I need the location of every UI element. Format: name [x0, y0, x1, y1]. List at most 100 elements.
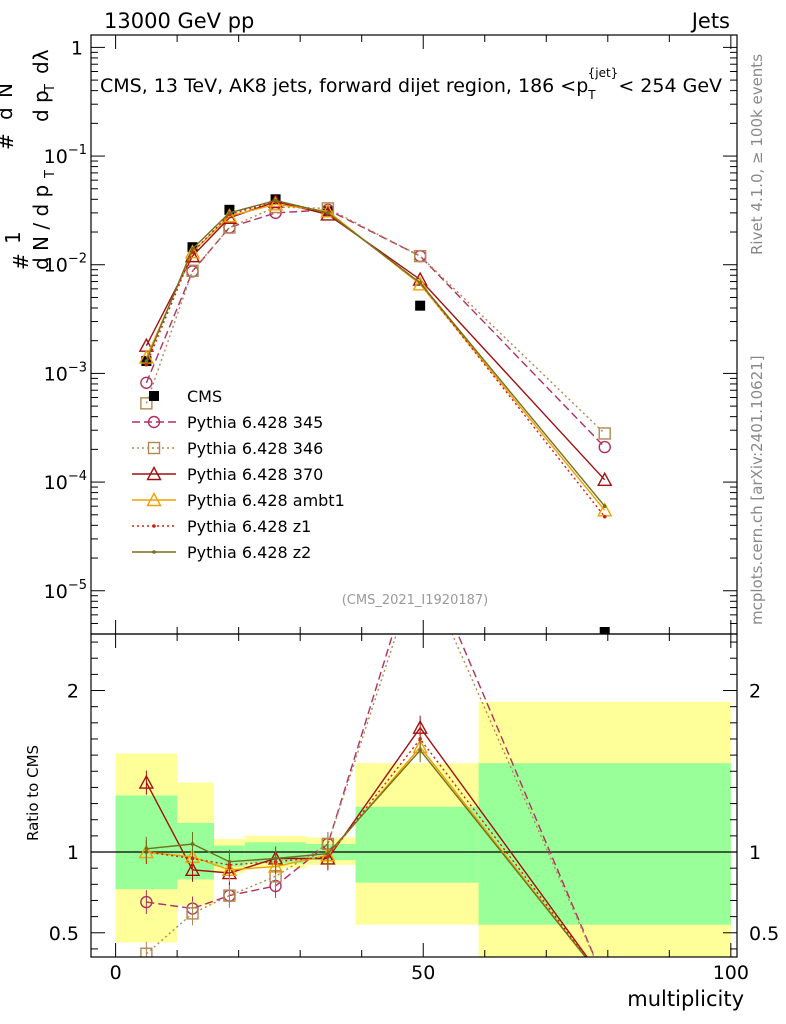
ratio-point-p370: [138, 774, 155, 789]
ytick-base: 10: [44, 146, 68, 168]
ylabel-den-sub: T: [43, 170, 58, 179]
main-ytick-label: 10−3: [44, 360, 87, 385]
ratio-ylabel: Ratio to CMS: [24, 745, 42, 841]
point-p345: [598, 440, 611, 454]
ratio-point-z1: [190, 856, 195, 861]
main-ytick-label: 10−1: [44, 143, 87, 168]
energy-label: 13000 GeV pp: [104, 9, 254, 33]
point-z2: [326, 211, 330, 215]
main-ytick-label: 10−4: [44, 469, 87, 494]
main-ytick-label: 10−2: [44, 252, 87, 277]
ylabel-one: 1: [1, 231, 25, 244]
xtick-label: 50: [411, 962, 435, 984]
point-ambt1: [184, 244, 201, 259]
uncertainty-band-green: [478, 763, 731, 925]
legend-label: CMS: [187, 387, 222, 406]
ylabel-num-a: d: [0, 107, 17, 120]
xlabel: multiplicity: [627, 987, 744, 1011]
point-z2: [273, 198, 278, 203]
ytick-base: 10: [44, 255, 68, 277]
ylabel-num-sup: 2: [0, 99, 4, 107]
point-ambt1: [320, 203, 336, 218]
ytick-exp: −5: [68, 578, 87, 593]
point-z2: [227, 211, 232, 215]
legend-label: Pythia 6.428 z2: [187, 543, 311, 562]
main-plot: 110−110−210−310−410−5: [44, 34, 738, 635]
ylabel-hash: #: [9, 253, 33, 270]
legend-marker-p346: [147, 441, 161, 455]
point-ambt1: [412, 276, 428, 291]
point-ambt1: [267, 196, 284, 211]
ratio-ytick-label-right: 1: [749, 842, 761, 864]
point-z2: [144, 359, 149, 363]
chart-title: CMS, 13 TeV, AK8 jets, forward dijet reg…: [100, 66, 722, 102]
point-p346: [598, 427, 611, 440]
ytick-base: 10: [44, 363, 68, 385]
legend-marker-cms: [149, 391, 159, 401]
ratio-point-p370: [184, 861, 201, 876]
series-line-p345: [145, 209, 606, 448]
ytick-exp: −4: [68, 469, 87, 484]
ytick-exp: −3: [68, 360, 87, 375]
legend-label: Pythia 6.428 345: [187, 413, 323, 432]
title-sub: T: [587, 88, 596, 102]
title-sup: {jet}: [588, 66, 619, 80]
ratio-point-z2: [326, 851, 330, 856]
ratio-ytick-label-right: 0.5: [749, 923, 779, 945]
legend-marker-p345: [147, 415, 161, 429]
point-z1: [602, 514, 607, 519]
legend: CMS Pythia 6.428 345 Pythia 6.428 346 Pythi…: [132, 387, 345, 562]
point-p345: [140, 376, 153, 389]
ratio-point-z2: [190, 842, 195, 846]
ylabel-hash2: #: [0, 133, 18, 150]
legend-marker-z2: [152, 550, 156, 554]
ytick-exp: −1: [68, 143, 87, 158]
legend-label: Pythia 6.428 370: [187, 465, 323, 484]
ratio-point-z2: [227, 859, 232, 864]
xtick-label: 100: [713, 962, 749, 984]
point-z2: [190, 247, 195, 251]
title-tail: < 254 GeV: [618, 75, 722, 97]
uncertainty-band-green: [355, 806, 479, 883]
point-z2: [418, 281, 422, 285]
ratio-ytick-label: 0.5: [49, 923, 79, 945]
legend-marker-ambt1: [146, 492, 162, 507]
ytick-exp: −2: [68, 252, 87, 267]
legend-label: Pythia 6.428 ambt1: [187, 491, 345, 510]
main-ylabel: # 1 d N / d p T # d 2 N d p T dλ: [0, 49, 58, 270]
ytick-base: 10: [44, 581, 68, 603]
ratio-point-z2: [273, 856, 278, 861]
ytick-base: 10: [44, 472, 68, 494]
ylabel-den2-a: d p: [29, 90, 53, 122]
point-z1: [144, 363, 149, 367]
ratio-point-p346: [223, 889, 236, 902]
point-p345: [413, 249, 427, 263]
ylabel-den2-sub: T: [43, 84, 58, 93]
ratio-ytick-label-right: 2: [749, 681, 761, 703]
xtick-label: 0: [110, 962, 122, 984]
ratio-point-z2: [144, 846, 149, 851]
series-line-z2: [145, 199, 606, 507]
title-lead: CMS, 13 TeV, AK8 jets, forward dijet reg…: [100, 75, 588, 97]
ratio-plot: 0.5 0.5 1 1 2 2 0 50 100: [49, 633, 779, 984]
legend-marker-p370: [146, 466, 162, 481]
cms-data-point: [415, 300, 426, 311]
main-ytick-label: 10−5: [44, 578, 87, 603]
ratio-point-z2: [418, 748, 422, 753]
ratio-frame: [90, 633, 738, 958]
point-z2: [602, 504, 607, 508]
rivet-label: Rivet 4.1.0, ≥ 100k events: [748, 54, 766, 255]
point-p346: [413, 249, 427, 263]
ratio-series-group: [91, 634, 737, 957]
cms-data-point: [599, 627, 610, 634]
main-ytick-label: 1: [71, 37, 83, 59]
point-p370: [597, 471, 613, 486]
mcplots-label: mcplots.cern.ch [arXiv:2401.10621]: [748, 355, 766, 625]
legend-label: Pythia 6.428 z1: [187, 517, 311, 536]
series-line-p346: [145, 206, 606, 435]
ylabel-den-a: d N / d p: [29, 185, 53, 270]
ylabel-num-b: N: [0, 83, 17, 98]
point-p346: [186, 264, 199, 277]
main-series-group: [138, 193, 613, 634]
